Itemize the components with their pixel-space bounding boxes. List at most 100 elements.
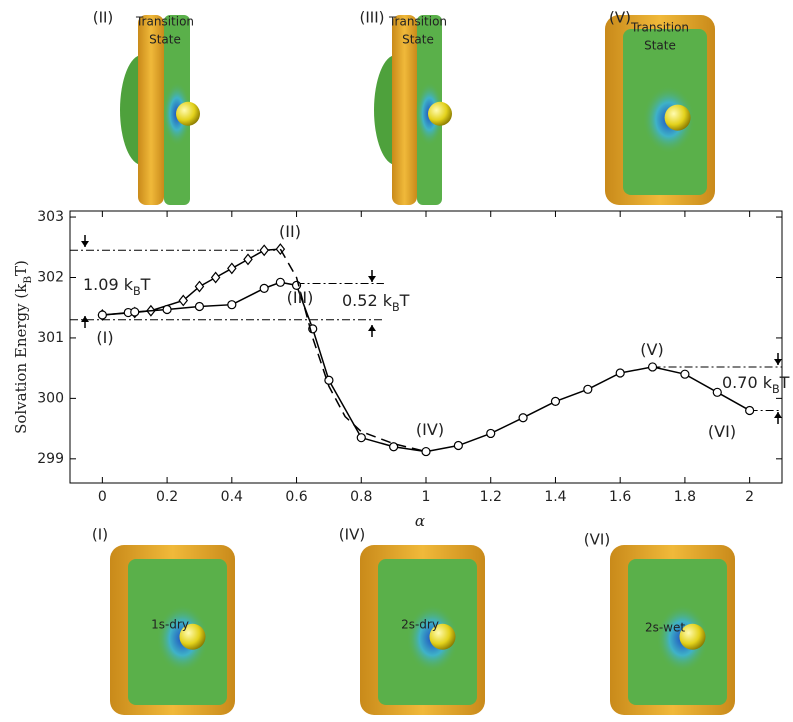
- annotation-part: (VI): [708, 422, 736, 441]
- point: [647, 362, 658, 372]
- y-axis-label-part: Solvation Energy (: [12, 293, 30, 434]
- arrow-head: [81, 241, 89, 247]
- y-axis-label: Solvation Energy (kBT): [12, 260, 34, 434]
- annotation: (IV): [416, 420, 444, 439]
- point: [275, 277, 285, 287]
- panel-box: [138, 15, 164, 205]
- panel-box: [392, 15, 417, 205]
- point: [97, 310, 107, 320]
- point: [243, 253, 253, 266]
- panel-caption: Transition: [630, 21, 689, 35]
- y-tick-label: 301: [37, 330, 64, 346]
- panel-caption: 2s-wet: [645, 621, 685, 635]
- annotation-part: (I): [96, 328, 113, 347]
- point: [550, 396, 561, 406]
- point: [178, 294, 189, 307]
- arrow-head: [81, 316, 89, 322]
- point: [745, 405, 755, 416]
- x-tick-label: 0: [98, 489, 107, 505]
- point: [518, 413, 528, 423]
- annotation-part: 0.52 k: [342, 291, 393, 310]
- point: [162, 304, 172, 315]
- panel-caption: Transition: [388, 15, 447, 29]
- panel-caption: 1s-dry: [151, 618, 189, 632]
- x-tick-label: 2: [745, 489, 754, 505]
- annotation: 1.09 kBT: [83, 275, 151, 298]
- point: [210, 271, 221, 284]
- point: [356, 433, 366, 443]
- annotation-part: T: [779, 373, 790, 392]
- annotation: (II): [279, 222, 301, 241]
- panel-label: (IV): [339, 526, 365, 544]
- x-tick-label: 0.8: [350, 489, 372, 505]
- point: [421, 446, 431, 457]
- y-tick-label: 303: [37, 209, 64, 225]
- panel-label: (V): [609, 9, 631, 27]
- point: [227, 300, 237, 310]
- y-tick-label: 299: [37, 451, 64, 467]
- panel-caption: Transition: [135, 15, 194, 29]
- point: [583, 384, 593, 394]
- annotation-part: B: [392, 301, 400, 314]
- annotation-part: 1.09 k: [83, 275, 134, 294]
- x-tick-label: 1.2: [480, 489, 502, 505]
- point: [194, 280, 205, 293]
- point: [259, 283, 269, 293]
- y-tick-label: 300: [37, 390, 64, 406]
- arrow-head: [368, 276, 376, 282]
- y-axis-label-part: T: [12, 266, 30, 276]
- arrow-head: [774, 359, 782, 365]
- y-axis-label-part: B: [22, 276, 34, 284]
- point: [194, 301, 205, 312]
- panel-sphere: [176, 101, 200, 126]
- arrow-head: [368, 325, 376, 331]
- annotation: (III): [287, 288, 314, 307]
- panel-caption: State: [402, 33, 434, 47]
- panel-caption: 2s-dry: [401, 618, 439, 632]
- annotation: 0.70 kBT: [722, 373, 790, 396]
- annotation-part: B: [133, 285, 141, 298]
- panel-label: (I): [92, 526, 108, 544]
- annotation-part: (V): [640, 340, 663, 359]
- annotation: (VI): [708, 422, 736, 441]
- panel-sphere: [664, 104, 691, 131]
- x-tick-label: 0.4: [221, 489, 243, 505]
- arrow-head: [774, 412, 782, 418]
- y-tick-label: 302: [37, 269, 64, 285]
- annotation: 0.52 kBT: [342, 291, 410, 314]
- y-axis-label-part: k: [12, 283, 30, 293]
- plot-frame: [69, 210, 783, 484]
- panel-caption: State: [644, 39, 676, 53]
- point: [389, 442, 399, 452]
- x-tick-label: 1.4: [544, 489, 566, 505]
- panel-sphere: [429, 623, 456, 650]
- annotation-part: (III): [287, 288, 314, 307]
- x-tick-label: 0.2: [156, 489, 178, 505]
- panel-sphere: [179, 623, 206, 650]
- x-tick-label: 1: [422, 489, 431, 505]
- panel-label: (II): [93, 9, 114, 27]
- annotation-part: 0.70 k: [722, 373, 773, 392]
- annotation-part: (IV): [416, 420, 444, 439]
- panel-sphere: [428, 101, 452, 126]
- point: [130, 307, 140, 317]
- panel-label: (III): [360, 9, 385, 27]
- x-axis-label: α: [415, 512, 425, 530]
- y-axis-label-part: ): [12, 260, 30, 266]
- panel-label: (VI): [584, 531, 610, 549]
- panel-sphere: [679, 623, 706, 650]
- point: [486, 428, 496, 439]
- point: [680, 369, 690, 379]
- x-tick-label: 1.6: [609, 489, 631, 505]
- x-tick-label: 0.6: [285, 489, 307, 505]
- annotation: (V): [640, 340, 663, 359]
- panel-caption: State: [149, 33, 181, 47]
- x-tick-label: 1.8: [674, 489, 696, 505]
- point: [453, 440, 463, 451]
- point: [227, 262, 237, 275]
- annotation-part: (II): [279, 222, 301, 241]
- series-line: [102, 281, 751, 453]
- series-line: [279, 248, 427, 453]
- annotation-part: T: [140, 275, 151, 294]
